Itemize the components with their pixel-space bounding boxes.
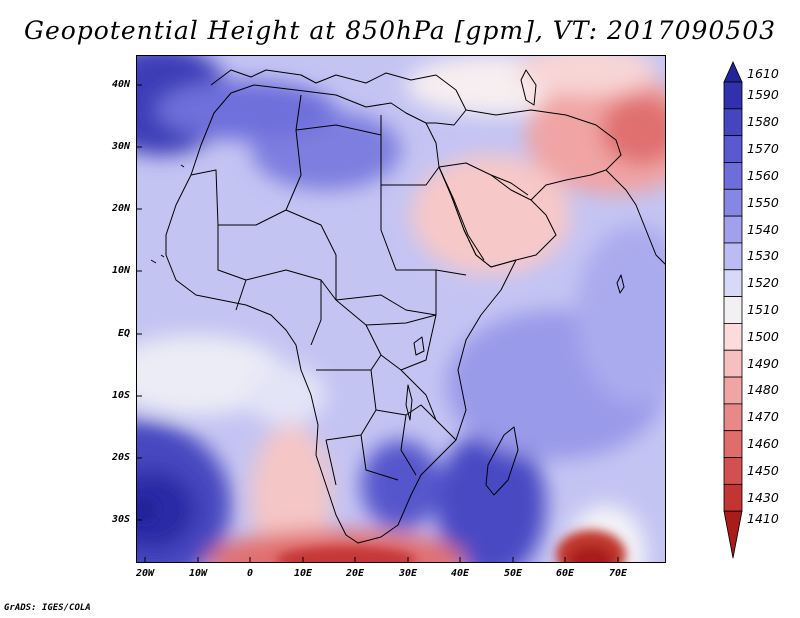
lon-label-10w: 10W <box>188 568 208 579</box>
lat-label-30n: 30N <box>111 141 130 152</box>
lon-label-40e: 40E <box>450 568 470 579</box>
lon-label-0: 0 <box>246 568 254 579</box>
colorbar-cell <box>723 108 743 137</box>
lat-label-20s: 20S <box>111 452 130 463</box>
colorbar-cell <box>723 188 743 217</box>
axis-ticks <box>136 84 619 563</box>
colorbar-label: 1470 <box>747 409 779 425</box>
lat-label-20n: 20N <box>111 203 130 214</box>
colorbar-cell <box>723 457 743 485</box>
colorbar-cell <box>723 483 743 512</box>
colorbar-cell <box>723 403 743 432</box>
lat-label-10n: 10N <box>111 265 130 276</box>
height-field <box>136 55 666 563</box>
colorbar-label: 1570 <box>747 141 779 157</box>
colorbar-cell <box>723 376 743 405</box>
colorbar-cell <box>723 242 743 271</box>
map-frame <box>136 55 666 563</box>
lon-label-20e: 20E <box>345 568 365 579</box>
colorbar-label: 1610 <box>747 66 779 81</box>
colorbar-cell <box>723 349 743 378</box>
colorbar-cell <box>723 430 743 458</box>
lon-label-20w: 20W <box>135 568 155 579</box>
colorbar-label: 1540 <box>747 221 779 237</box>
colorbar-cell <box>723 296 743 324</box>
height-field-cores <box>136 498 626 563</box>
lat-label-30s: 30S <box>111 514 130 525</box>
geopotential-map <box>136 55 666 563</box>
colorbar-label: 1530 <box>747 248 779 264</box>
map-title: Geopotential Height at 850hPa [gpm], VT:… <box>23 16 777 45</box>
colorbar-label: 1490 <box>747 355 779 371</box>
lat-label-10s: 10S <box>111 390 130 401</box>
colorbar-label: 1410 <box>747 511 779 527</box>
colorbar-label: 1560 <box>747 167 779 183</box>
lat-label-eq: EQ <box>117 328 130 339</box>
colorbar-label: 1480 <box>747 382 779 398</box>
colorbar-label: 1430 <box>747 489 779 505</box>
colorbar-label: 1590 <box>747 87 779 103</box>
credit-text: GrADS: IGES/COLA <box>4 603 91 613</box>
lon-label-60e: 60E <box>555 568 575 579</box>
lon-label-30e: 30E <box>398 568 418 579</box>
lon-label-50e: 50E <box>503 568 523 579</box>
colorbar-label: 1450 <box>747 462 779 478</box>
colorbar-label: 1510 <box>747 302 779 317</box>
colorbar-label: 1520 <box>747 275 779 291</box>
colorbar-label: 1580 <box>747 114 779 130</box>
colorbar-cell <box>723 323 743 351</box>
colorbar-cell <box>723 269 743 297</box>
lon-label-70e: 70E <box>608 568 628 579</box>
lat-label-40n: 40N <box>111 79 130 90</box>
coastlines-and-borders <box>150 69 666 544</box>
colorbar-label: 1550 <box>747 194 779 210</box>
colorbar-cell <box>723 162 743 190</box>
colorbar-cell <box>723 135 743 163</box>
lon-label-10e: 10E <box>293 568 313 579</box>
colorbar-cell <box>723 510 743 559</box>
colorbar <box>723 61 743 559</box>
colorbar-cell <box>723 61 743 83</box>
colorbar-cell <box>723 81 743 110</box>
colorbar-cell <box>723 215 743 244</box>
colorbar-label: 1460 <box>747 436 779 452</box>
colorbar-label: 1500 <box>747 328 779 344</box>
